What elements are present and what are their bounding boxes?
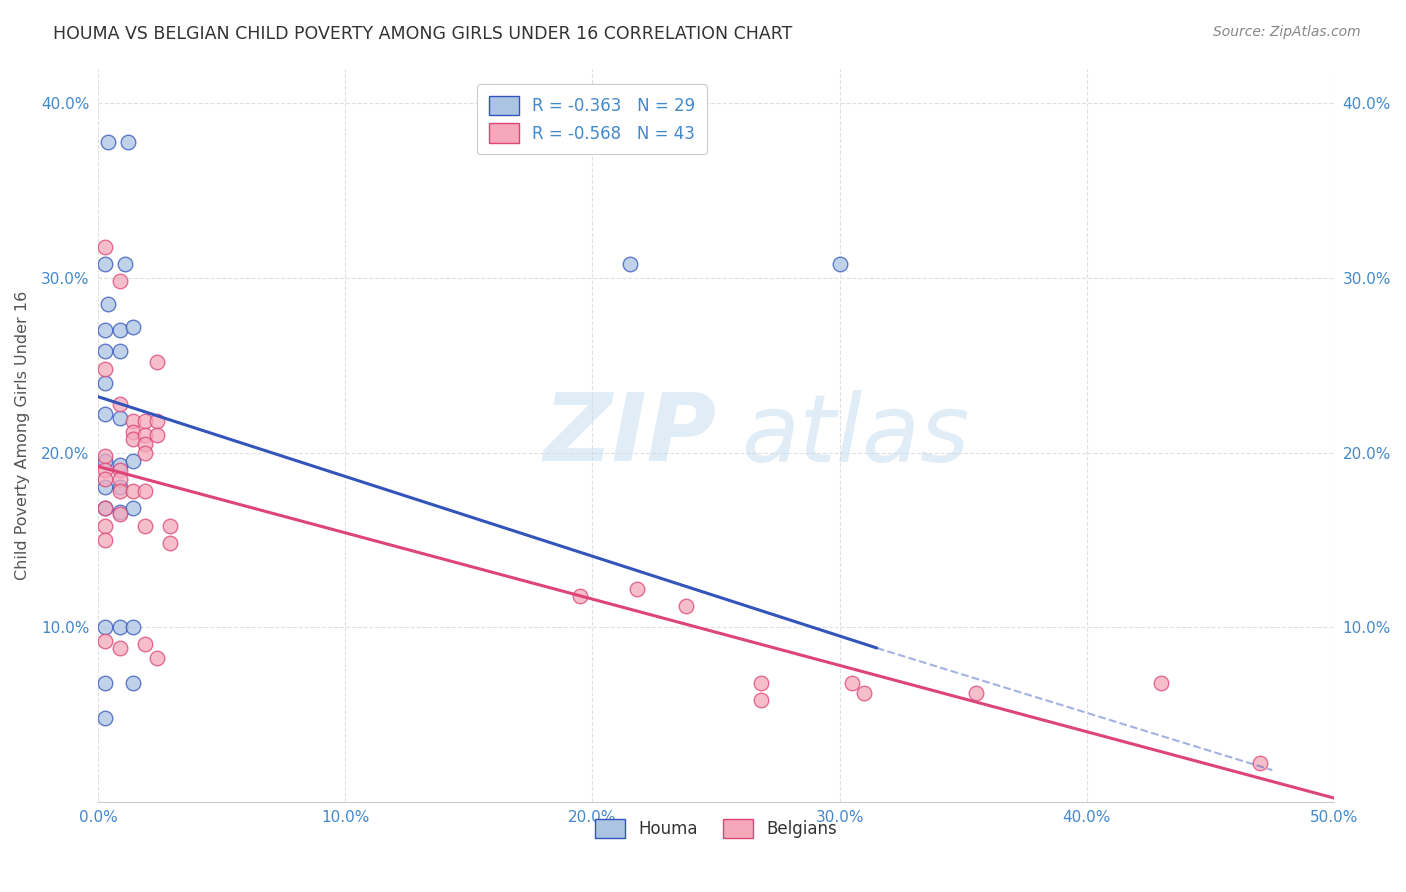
Point — [569, 589, 592, 603]
Point — [108, 463, 131, 477]
Point — [841, 676, 863, 690]
Point — [749, 676, 772, 690]
Point — [146, 428, 169, 442]
Point — [1249, 756, 1271, 771]
Point — [146, 651, 169, 665]
Point — [108, 483, 131, 498]
Point — [94, 323, 117, 337]
Point — [134, 428, 156, 442]
Point — [134, 638, 156, 652]
Point — [97, 297, 120, 311]
Point — [619, 257, 641, 271]
Point — [1150, 676, 1173, 690]
Point — [134, 483, 156, 498]
Point — [94, 711, 117, 725]
Point — [94, 472, 117, 486]
Point — [114, 257, 136, 271]
Point — [749, 693, 772, 707]
Point — [853, 686, 876, 700]
Text: Source: ZipAtlas.com: Source: ZipAtlas.com — [1213, 25, 1361, 39]
Text: atlas: atlas — [741, 390, 969, 481]
Point — [108, 397, 131, 411]
Point — [94, 376, 117, 390]
Point — [121, 501, 143, 516]
Point — [94, 449, 117, 463]
Point — [97, 135, 120, 149]
Point — [94, 344, 117, 359]
Point — [675, 599, 697, 613]
Point — [108, 275, 131, 289]
Point — [121, 319, 143, 334]
Y-axis label: Child Poverty Among Girls Under 16: Child Poverty Among Girls Under 16 — [15, 291, 30, 580]
Point — [146, 414, 169, 428]
Text: HOUMA VS BELGIAN CHILD POVERTY AMONG GIRLS UNDER 16 CORRELATION CHART: HOUMA VS BELGIAN CHILD POVERTY AMONG GIR… — [53, 25, 793, 43]
Point — [108, 640, 131, 655]
Point — [134, 437, 156, 451]
Point — [94, 501, 117, 516]
Point — [94, 454, 117, 468]
Point — [108, 410, 131, 425]
Point — [626, 582, 648, 596]
Point — [94, 676, 117, 690]
Point — [94, 533, 117, 547]
Point — [121, 425, 143, 439]
Point — [94, 634, 117, 648]
Point — [94, 620, 117, 634]
Text: ZIP: ZIP — [543, 389, 716, 481]
Point — [965, 686, 987, 700]
Point — [94, 239, 117, 253]
Point — [121, 454, 143, 468]
Legend: Houma, Belgians: Houma, Belgians — [589, 812, 844, 845]
Point — [94, 518, 117, 533]
Point — [94, 480, 117, 494]
Point — [108, 323, 131, 337]
Point — [134, 414, 156, 428]
Point — [94, 257, 117, 271]
Point — [94, 501, 117, 516]
Point — [828, 257, 851, 271]
Point — [121, 620, 143, 634]
Point — [108, 472, 131, 486]
Point — [94, 361, 117, 376]
Point — [108, 458, 131, 472]
Point — [121, 676, 143, 690]
Point — [108, 507, 131, 521]
Point — [159, 536, 181, 550]
Point — [117, 135, 139, 149]
Point — [121, 432, 143, 446]
Point — [94, 407, 117, 421]
Point — [159, 518, 181, 533]
Point — [108, 505, 131, 519]
Point — [108, 620, 131, 634]
Point — [134, 518, 156, 533]
Point — [108, 344, 131, 359]
Point — [121, 483, 143, 498]
Point — [94, 463, 117, 477]
Point — [146, 355, 169, 369]
Point — [108, 480, 131, 494]
Point — [134, 445, 156, 459]
Point — [121, 414, 143, 428]
